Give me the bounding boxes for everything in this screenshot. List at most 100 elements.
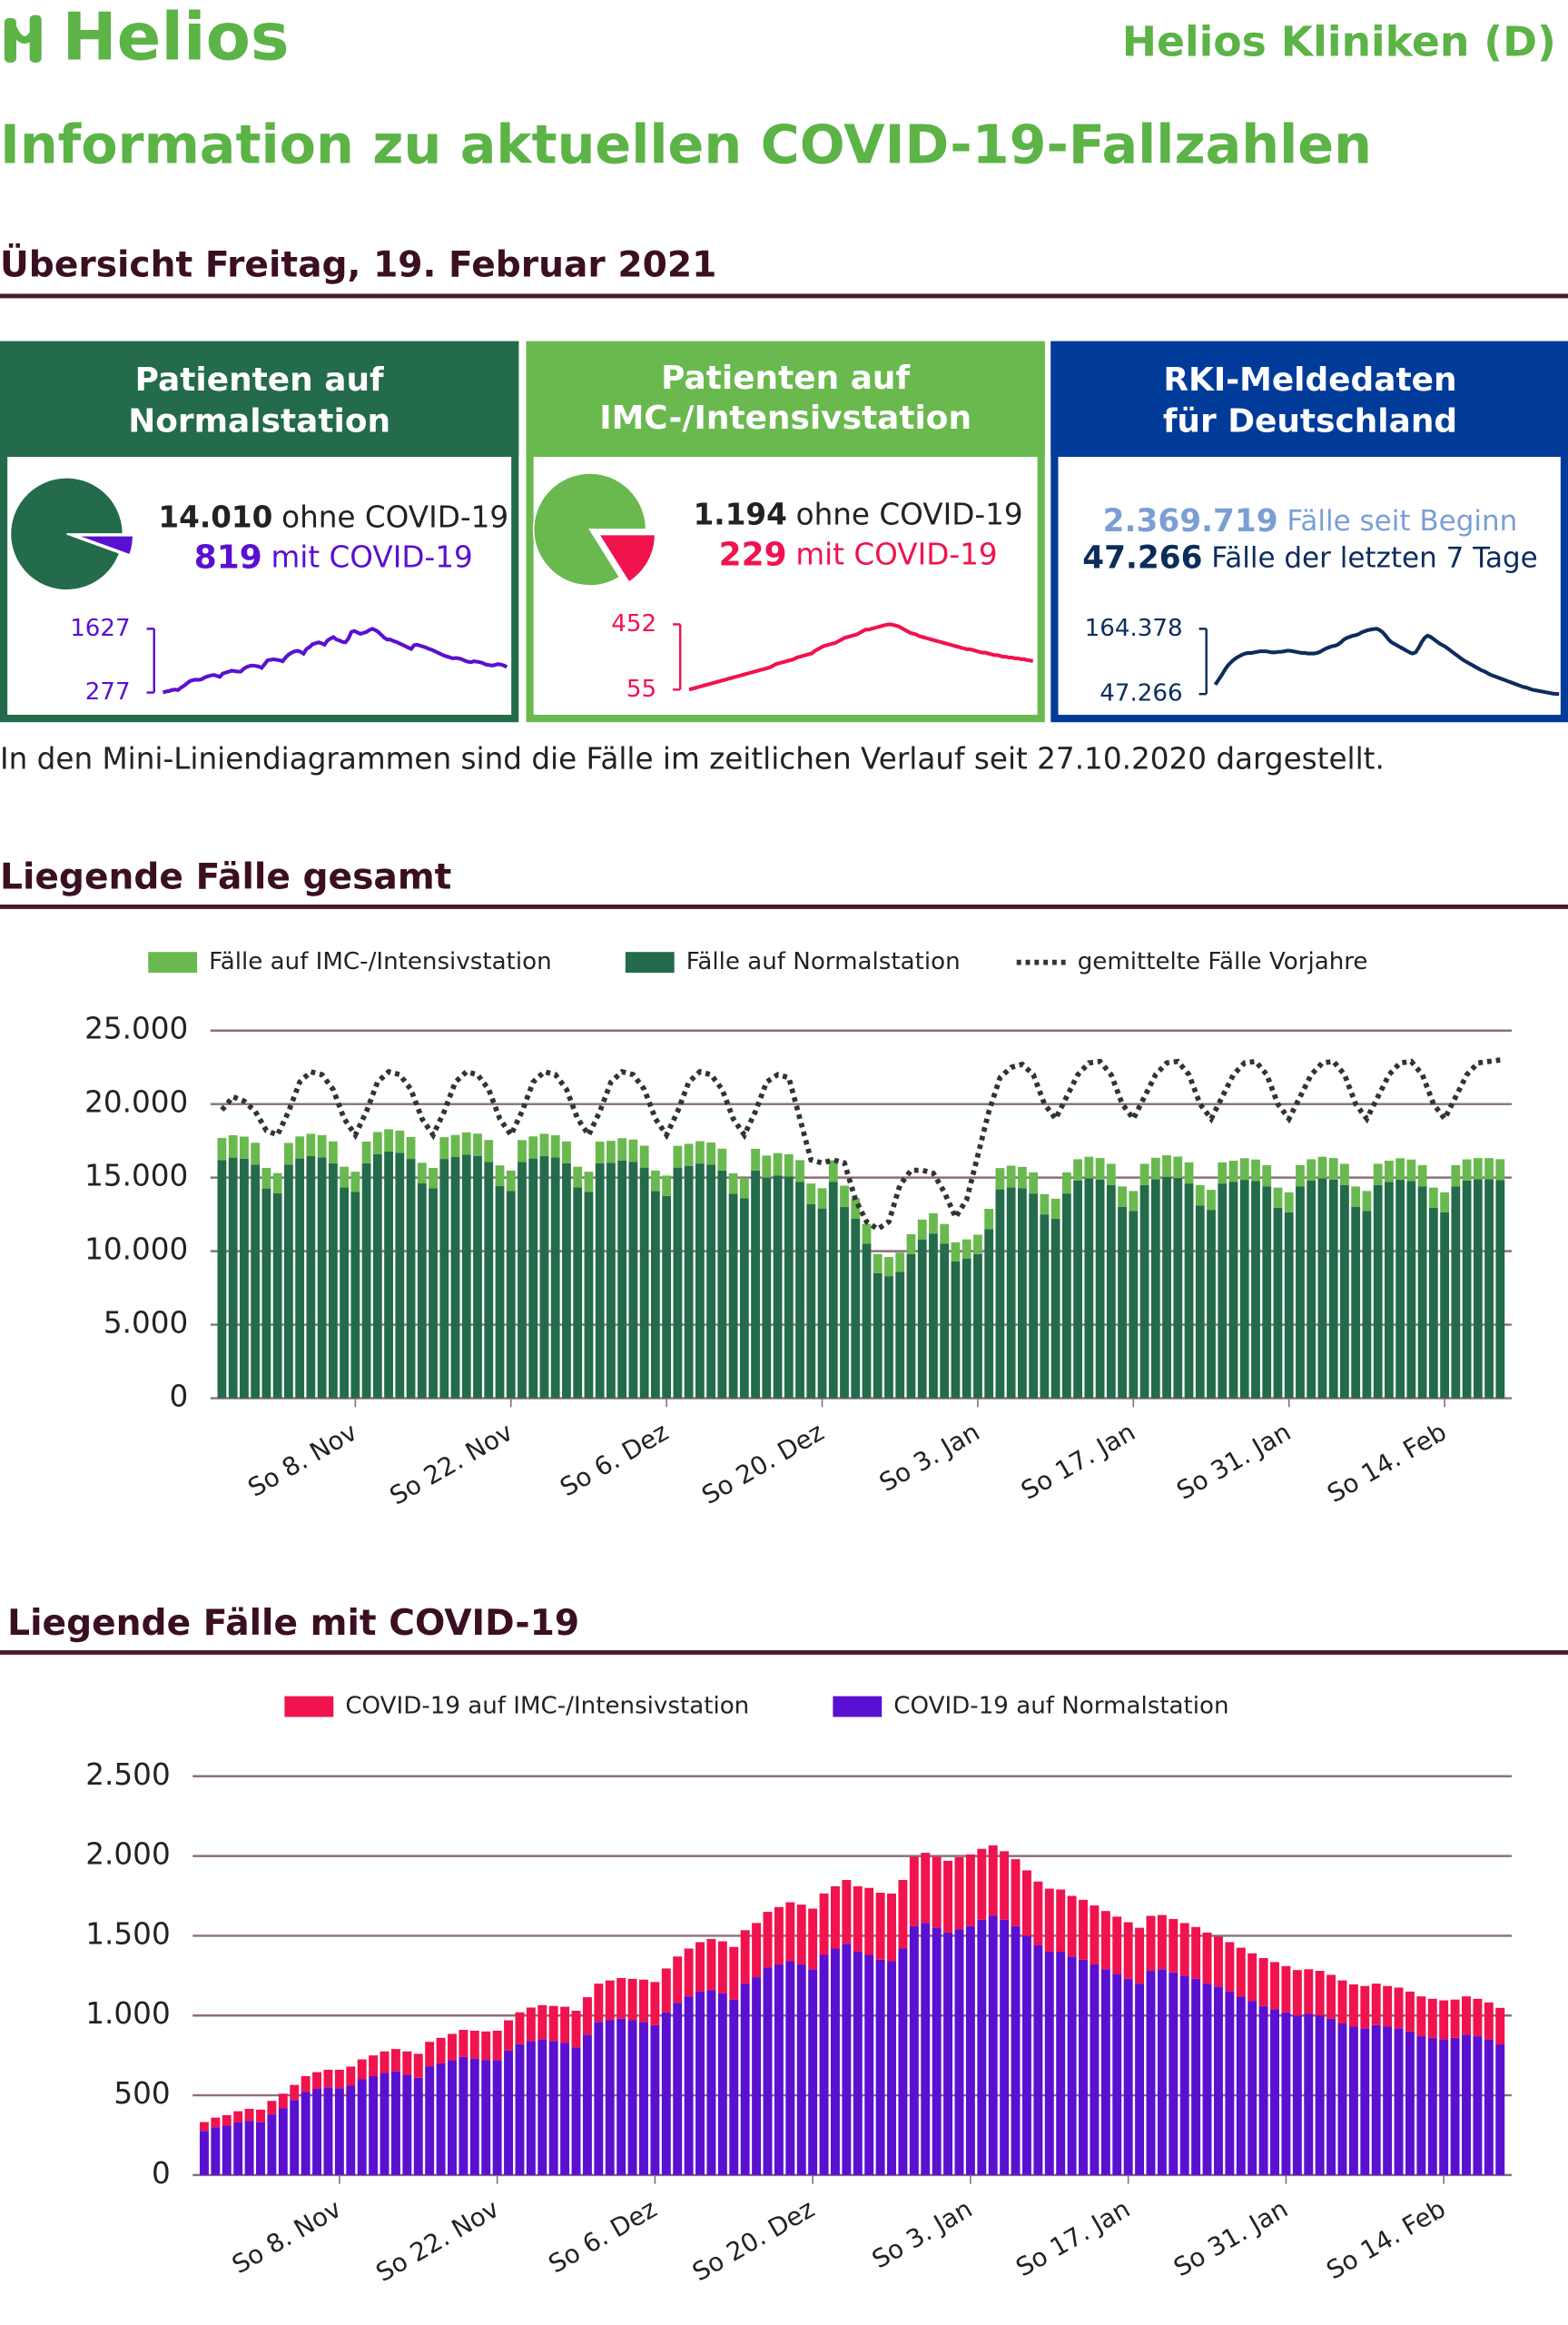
bar xyxy=(1484,2002,1494,2040)
bar xyxy=(1050,1198,1060,1219)
bar xyxy=(1328,1179,1338,1399)
bar xyxy=(1106,1184,1116,1399)
card-value: 1.194 xyxy=(694,497,787,531)
bar xyxy=(1304,1969,1314,2014)
bar xyxy=(251,1164,261,1399)
bar xyxy=(795,1160,804,1182)
bar xyxy=(1417,1186,1427,1399)
bar xyxy=(932,1856,942,1928)
bar xyxy=(1123,1922,1133,1979)
bar xyxy=(1006,1165,1016,1188)
bar xyxy=(228,1135,238,1158)
bar xyxy=(1262,1186,1272,1399)
bar xyxy=(439,1137,449,1160)
bar xyxy=(481,2060,491,2175)
bar xyxy=(1416,2036,1426,2175)
bar xyxy=(1340,1184,1349,1399)
chart-title: Liegende Fälle gesamt xyxy=(0,857,451,898)
bar xyxy=(506,1191,516,1399)
bar xyxy=(459,2056,468,2175)
bar xyxy=(267,2101,277,2115)
card-text: Fälle der letzten 7 Tage xyxy=(1211,541,1537,574)
bar xyxy=(584,1172,594,1192)
bar xyxy=(1428,1208,1438,1399)
x-tick-group: So 6. Dez xyxy=(555,1417,674,1502)
bar xyxy=(917,1239,927,1399)
bar xyxy=(1184,1162,1194,1184)
bar xyxy=(1284,1212,1294,1399)
bar xyxy=(1326,1974,1336,2019)
bar xyxy=(965,1925,975,2175)
bar xyxy=(504,2020,514,2051)
bar xyxy=(943,1860,953,1933)
bar xyxy=(684,1948,694,1997)
x-tick-group: So 3. Jan xyxy=(867,2193,978,2274)
x-tick-group: So 8. Nov xyxy=(227,2193,347,2280)
bar xyxy=(1084,1156,1094,1179)
card-text: mit COVID-19 xyxy=(271,540,473,575)
bar xyxy=(695,1942,705,1992)
legend-swatch xyxy=(833,1696,883,1717)
bar xyxy=(1021,1870,1031,1936)
bar xyxy=(1307,1159,1317,1181)
bar xyxy=(895,1252,905,1272)
bar xyxy=(1040,1214,1050,1399)
bar xyxy=(864,1954,874,2175)
bar xyxy=(1337,2023,1347,2175)
x-tick-label: So 20. Dez xyxy=(687,2193,820,2287)
x-tick-group: So 14. Feb xyxy=(1322,1417,1451,1509)
bar xyxy=(1394,1987,1404,2029)
bar xyxy=(1146,1971,1156,2175)
card-line: 229 mit COVID-19 xyxy=(719,536,998,573)
legend-label: COVID-19 auf Normalstation xyxy=(893,1693,1228,1720)
card-line: 2.369.719 Fälle seit Beginn xyxy=(1103,502,1518,539)
bar xyxy=(973,1253,982,1399)
bar xyxy=(729,1946,739,2000)
bar xyxy=(628,1139,638,1162)
bar xyxy=(369,2055,379,2076)
bar xyxy=(278,2093,288,2109)
bar xyxy=(573,1166,583,1188)
bar xyxy=(1050,1218,1060,1399)
pie-slice xyxy=(597,533,656,584)
bar xyxy=(806,1203,816,1399)
card-line: 819 mit COVID-19 xyxy=(194,539,473,577)
bar xyxy=(617,1138,627,1161)
bar xyxy=(917,1219,927,1240)
x-tick-label: So 17. Jan xyxy=(1016,1417,1140,1506)
bar xyxy=(390,2071,400,2175)
bar xyxy=(1129,1191,1139,1212)
bar xyxy=(1139,1184,1149,1399)
bar xyxy=(605,1980,615,2021)
bar xyxy=(1360,1985,1370,2029)
legend-label: Fälle auf IMC-/Intensivstation xyxy=(209,948,551,975)
y-tick-label: 25.000 xyxy=(84,1012,188,1046)
bar xyxy=(1239,1158,1249,1181)
bar xyxy=(526,2041,536,2175)
bar xyxy=(417,1182,427,1399)
bar xyxy=(661,1968,671,2013)
bar xyxy=(984,1208,994,1230)
bar xyxy=(965,1854,975,1926)
bar xyxy=(1218,1162,1228,1184)
legend-swatch xyxy=(625,952,675,974)
bar xyxy=(413,2053,423,2078)
bar xyxy=(528,1158,538,1399)
bar xyxy=(1150,1157,1160,1180)
bar xyxy=(1262,1164,1272,1187)
bar xyxy=(1017,1166,1027,1189)
bar xyxy=(334,2069,344,2089)
bar xyxy=(290,2100,300,2175)
bar xyxy=(1061,1172,1071,1194)
bar xyxy=(853,1951,863,2175)
y-tick-label: 1.000 xyxy=(85,1996,170,2031)
bar xyxy=(1273,1208,1283,1399)
bar xyxy=(739,1178,749,1199)
bar xyxy=(384,1129,393,1152)
card-text: ohne COVID-19 xyxy=(281,500,508,535)
bar xyxy=(862,1243,872,1399)
bar xyxy=(233,2111,243,2122)
bar xyxy=(1451,1186,1461,1399)
bar xyxy=(594,1984,604,2023)
